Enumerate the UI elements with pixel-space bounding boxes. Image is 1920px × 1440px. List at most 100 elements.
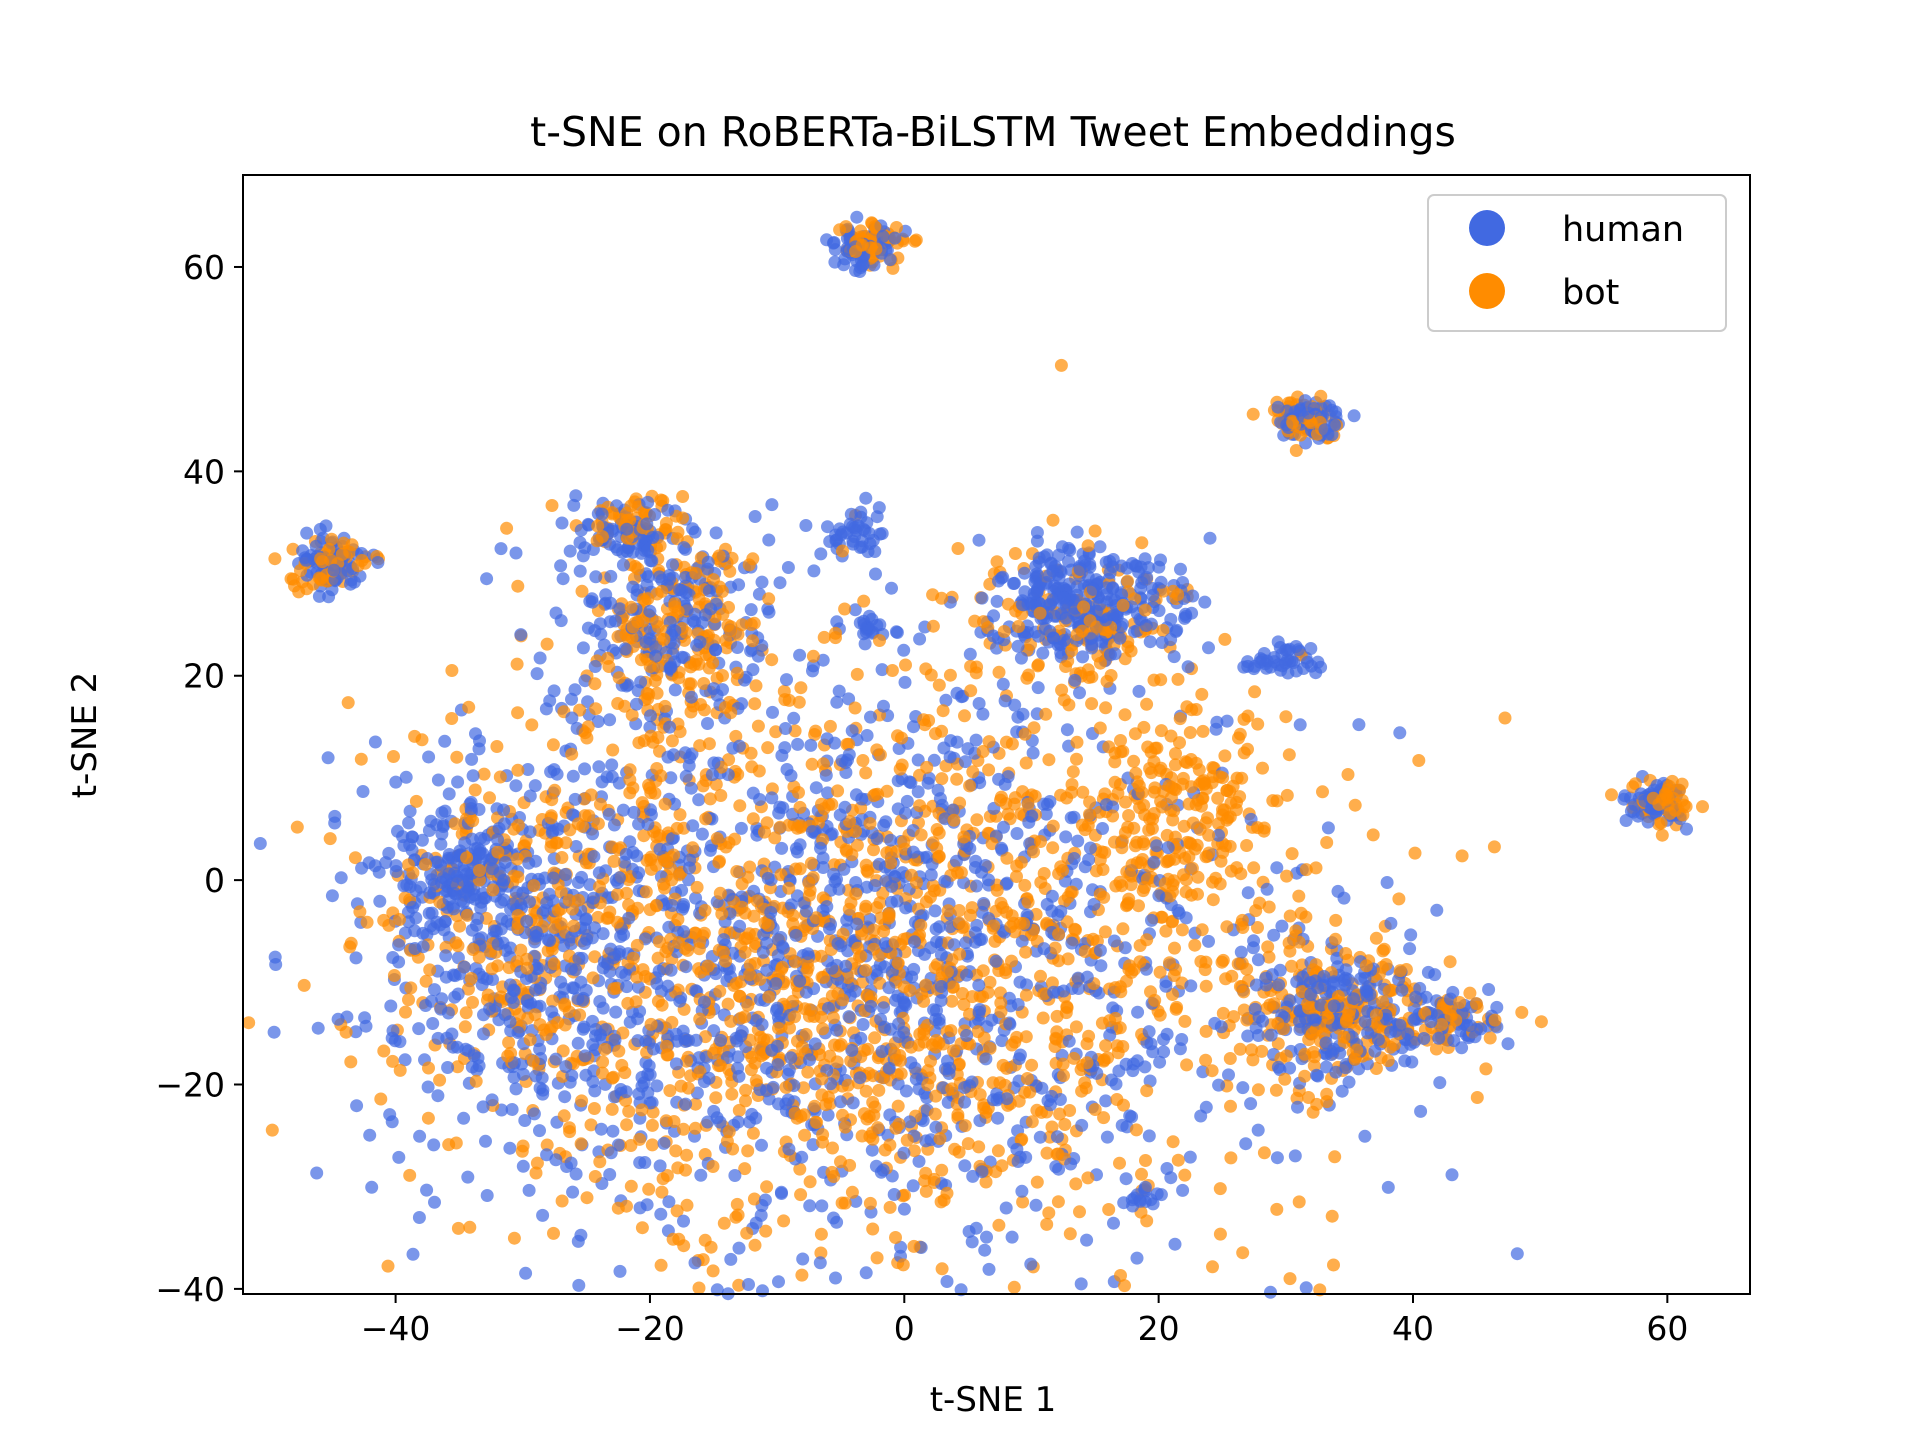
point-bot <box>510 657 524 671</box>
point-bot <box>511 579 525 593</box>
point-bot <box>1054 860 1068 874</box>
point-bot <box>448 817 462 831</box>
point-bot <box>692 1281 706 1295</box>
point-bot <box>743 860 757 874</box>
point-bot <box>1093 887 1107 901</box>
point-human <box>1251 1123 1265 1137</box>
point-human <box>430 818 443 832</box>
point-human <box>972 697 986 710</box>
point-human <box>1060 723 1074 737</box>
point-human <box>1433 1076 1447 1090</box>
point-bot <box>746 812 760 826</box>
point-bot <box>745 760 759 774</box>
point-bot <box>1534 1015 1548 1029</box>
point-bot <box>850 838 864 852</box>
point-bot <box>459 1006 473 1020</box>
point-bot <box>1655 828 1669 842</box>
point-bot <box>1023 1085 1037 1099</box>
point-bot <box>1053 1107 1067 1121</box>
point-bot <box>994 793 1007 807</box>
point-human <box>1314 660 1328 674</box>
point-human <box>830 695 844 709</box>
point-human <box>809 781 823 795</box>
point-bot <box>1233 790 1247 804</box>
point-bot <box>1083 807 1096 821</box>
point-bot <box>1052 954 1066 968</box>
point-human <box>368 735 382 749</box>
point-human <box>406 830 419 844</box>
point-human <box>1319 1060 1333 1074</box>
point-bot <box>769 725 783 739</box>
point-human <box>1202 934 1215 948</box>
point-human <box>854 1031 868 1045</box>
point-human <box>1301 655 1314 669</box>
point-bot <box>845 1185 859 1199</box>
point-human <box>1202 641 1215 655</box>
point-human <box>862 609 876 623</box>
point-bot <box>1188 938 1202 952</box>
point-human <box>596 1001 610 1015</box>
point-bot <box>732 1103 746 1117</box>
point-bot <box>838 602 852 616</box>
point-human <box>543 887 556 901</box>
point-bot <box>709 1091 723 1105</box>
point-human <box>929 922 943 936</box>
point-human <box>679 1097 693 1111</box>
point-human <box>1013 1048 1027 1062</box>
point-bot <box>458 1020 472 1034</box>
point-human <box>480 572 494 586</box>
point-human <box>827 867 841 881</box>
point-bot <box>1605 788 1618 802</box>
point-bot <box>545 499 559 512</box>
point-bot <box>1237 712 1251 726</box>
point-human <box>790 845 804 859</box>
point-bot <box>689 654 703 668</box>
point-human <box>734 821 748 835</box>
point-human <box>933 792 947 806</box>
point-bot <box>814 1010 828 1024</box>
point-human <box>603 713 617 727</box>
point-bot <box>952 916 966 930</box>
chart-title: t-SNE on RoBERTa-BiLSTM Tweet Embeddings <box>530 108 1456 156</box>
point-bot <box>502 1036 516 1049</box>
point-human <box>494 542 508 556</box>
point-human <box>1641 815 1655 829</box>
point-bot <box>399 1005 412 1019</box>
point-bot <box>746 552 760 566</box>
point-bot <box>926 619 940 633</box>
point-human <box>1403 942 1417 956</box>
point-human <box>300 526 314 540</box>
point-bot <box>601 651 615 665</box>
point-human <box>578 541 592 555</box>
point-human <box>1024 1257 1038 1271</box>
point-bot <box>593 797 607 811</box>
point-human <box>1358 1129 1372 1143</box>
point-human <box>668 655 682 669</box>
point-bot <box>665 1015 679 1029</box>
point-bot <box>1034 875 1048 889</box>
point-human <box>944 734 958 748</box>
point-bot <box>1377 942 1391 956</box>
point-human <box>899 806 912 820</box>
point-human <box>692 793 706 807</box>
point-bot <box>880 784 894 798</box>
point-human <box>1011 998 1025 1011</box>
point-bot <box>738 1010 752 1024</box>
point-human <box>813 1256 827 1270</box>
point-bot <box>297 978 311 992</box>
point-human <box>568 792 582 806</box>
point-bot <box>451 939 465 953</box>
point-bot <box>920 760 934 774</box>
point-bot <box>873 634 886 647</box>
point-bot <box>838 1120 852 1134</box>
point-human <box>1029 559 1043 573</box>
point-bot <box>1211 791 1225 805</box>
point-bot <box>1270 1202 1284 1216</box>
point-human <box>509 1082 523 1096</box>
point-human <box>897 1146 911 1160</box>
point-bot <box>421 1111 435 1125</box>
point-human <box>1099 1094 1113 1108</box>
point-human <box>842 1010 856 1024</box>
point-bot <box>719 954 733 968</box>
